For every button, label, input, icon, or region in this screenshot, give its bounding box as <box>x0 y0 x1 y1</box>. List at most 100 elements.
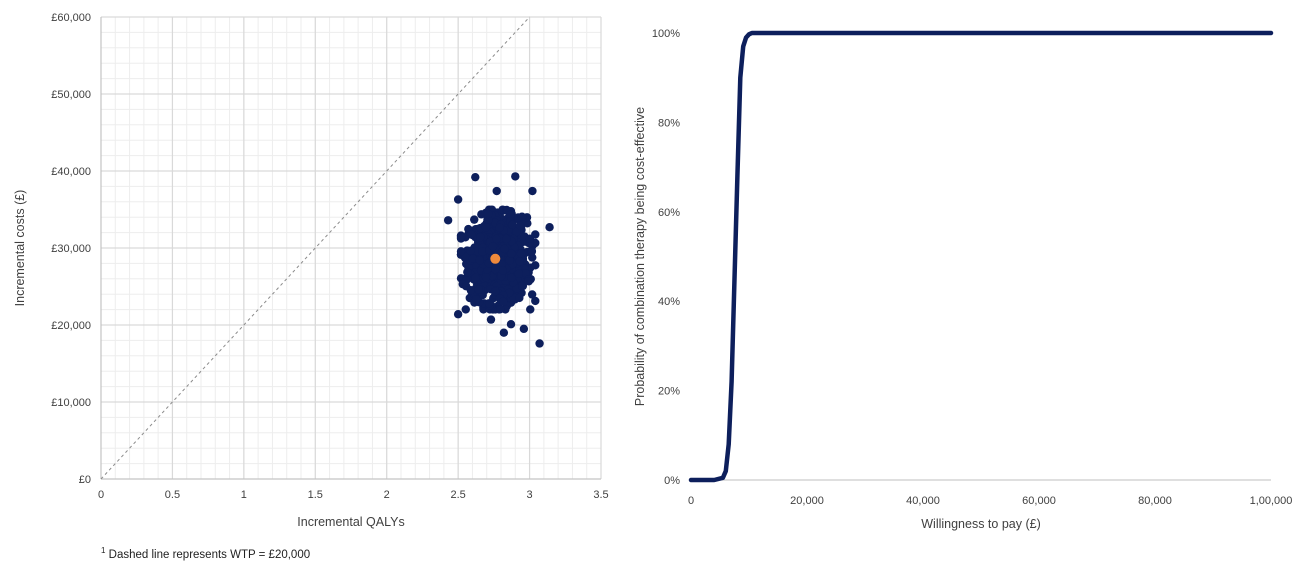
psa-point <box>517 212 527 221</box>
psa-point <box>526 305 535 314</box>
footnote-marker: 1 <box>101 546 106 555</box>
psa-point <box>512 227 521 237</box>
x-axis-title: Incremental QALYs <box>297 515 404 529</box>
psa-point <box>483 209 493 219</box>
y-tick-label: 0% <box>664 475 680 487</box>
psa-point <box>500 244 509 254</box>
x-tick-label: 1,00,000 <box>1250 495 1293 507</box>
psa-point <box>518 281 527 291</box>
psa-point <box>523 219 532 228</box>
psa-point <box>505 210 515 220</box>
ceac-line <box>688 30 1274 483</box>
x-tick-label: 1 <box>241 489 247 501</box>
psa-point <box>488 242 498 251</box>
psa-point <box>506 249 516 258</box>
psa-point <box>511 172 520 181</box>
y-tick-label: 80% <box>658 117 680 129</box>
psa-point <box>468 254 478 263</box>
psa-point <box>476 232 485 242</box>
psa-point <box>528 253 537 262</box>
y-tick-label: £40,000 <box>51 166 91 178</box>
psa-point <box>463 267 472 277</box>
psa-point <box>507 273 516 282</box>
psa-point <box>471 172 480 182</box>
psa-point <box>471 273 480 283</box>
psa-point <box>491 264 500 274</box>
footnote-text: Dashed line represents WTP = £20,000 <box>105 548 311 561</box>
x-tick-label: 60,000 <box>1022 495 1056 507</box>
x-tick-label: 2 <box>384 489 390 501</box>
psa-point <box>461 305 470 314</box>
psa-point <box>545 223 554 232</box>
y-tick-label: 40% <box>658 296 680 308</box>
psa-point <box>524 277 533 286</box>
psa-point <box>456 232 466 242</box>
psa-point <box>466 230 476 239</box>
y-tick-label: 100% <box>652 28 680 40</box>
psa-point <box>456 247 466 256</box>
y-tick-label: £30,000 <box>51 243 91 255</box>
y-tick-label: £20,000 <box>51 320 91 332</box>
psa-point <box>492 186 501 196</box>
psa-point <box>486 315 496 324</box>
psa-point <box>492 234 501 244</box>
psa-point <box>466 246 475 256</box>
psa-point <box>527 247 537 256</box>
y-tick-label: £0 <box>79 474 91 486</box>
psa-point <box>498 297 508 306</box>
psa-point <box>502 234 511 244</box>
y-axis-title: Probability of combination therapy being… <box>633 107 647 406</box>
psa-point <box>531 261 540 270</box>
psa-point <box>478 247 487 256</box>
psa-point <box>528 186 537 196</box>
psa-point <box>471 294 481 304</box>
mean-point <box>490 253 501 264</box>
psa-point <box>531 230 540 239</box>
psa-point <box>474 285 483 294</box>
x-tick-label: 0.5 <box>165 489 180 501</box>
psa-point <box>527 290 537 299</box>
psa-point <box>531 296 540 306</box>
y-tick-label: £10,000 <box>51 397 91 409</box>
x-tick-label: 0 <box>98 489 104 501</box>
x-tick-label: 3.5 <box>593 489 608 501</box>
psa-point <box>461 252 471 261</box>
y-axis-title: Incremental costs (£) <box>13 190 27 307</box>
psa-point <box>508 220 517 230</box>
y-tick-label: 60% <box>658 207 680 219</box>
psa-point <box>453 195 463 204</box>
psa-point <box>453 310 463 319</box>
psa-point <box>481 223 491 232</box>
x-tick-label: 2.5 <box>450 489 465 501</box>
y-tick-label: 20% <box>658 386 680 398</box>
psa-point <box>515 293 524 303</box>
psa-point <box>516 249 526 258</box>
psa-point-cloud <box>443 172 554 348</box>
psa-point <box>470 215 479 224</box>
x-tick-label: 3 <box>527 489 533 501</box>
psa-point <box>506 320 516 329</box>
psa-point <box>481 272 491 282</box>
psa-point <box>495 305 505 314</box>
x-tick-label: 80,000 <box>1138 495 1172 507</box>
footnote: 1 Dashed line represents WTP = £20,000 <box>101 546 310 561</box>
psa-point <box>514 269 524 278</box>
psa-point <box>505 256 514 265</box>
psa-point <box>515 221 525 230</box>
y-tick-label: £60,000 <box>51 12 91 24</box>
y-tick-label: £50,000 <box>51 89 91 101</box>
ceac-chart: 0 20,000 40,000 60,000 80,000 1,00,000 0% 20% 40… <box>633 28 1293 531</box>
x-tick-label: 40,000 <box>906 495 940 507</box>
x-tick-label: 1.5 <box>308 489 323 501</box>
psa-point <box>490 287 500 296</box>
x-tick-label: 20,000 <box>790 495 824 507</box>
psa-point <box>499 328 509 337</box>
psa-point <box>515 257 524 266</box>
cost-effectiveness-plane-chart: 0 0.5 1 1.5 2 2.5 3 3.5 £0 £10,000 £20,000 £30,000 £… <box>13 12 609 529</box>
psa-point <box>475 256 485 265</box>
x-tick-label: 0 <box>688 495 694 507</box>
psa-point <box>535 339 544 348</box>
psa-point <box>461 282 471 291</box>
x-axis-title: Willingness to pay (£) <box>921 517 1041 531</box>
